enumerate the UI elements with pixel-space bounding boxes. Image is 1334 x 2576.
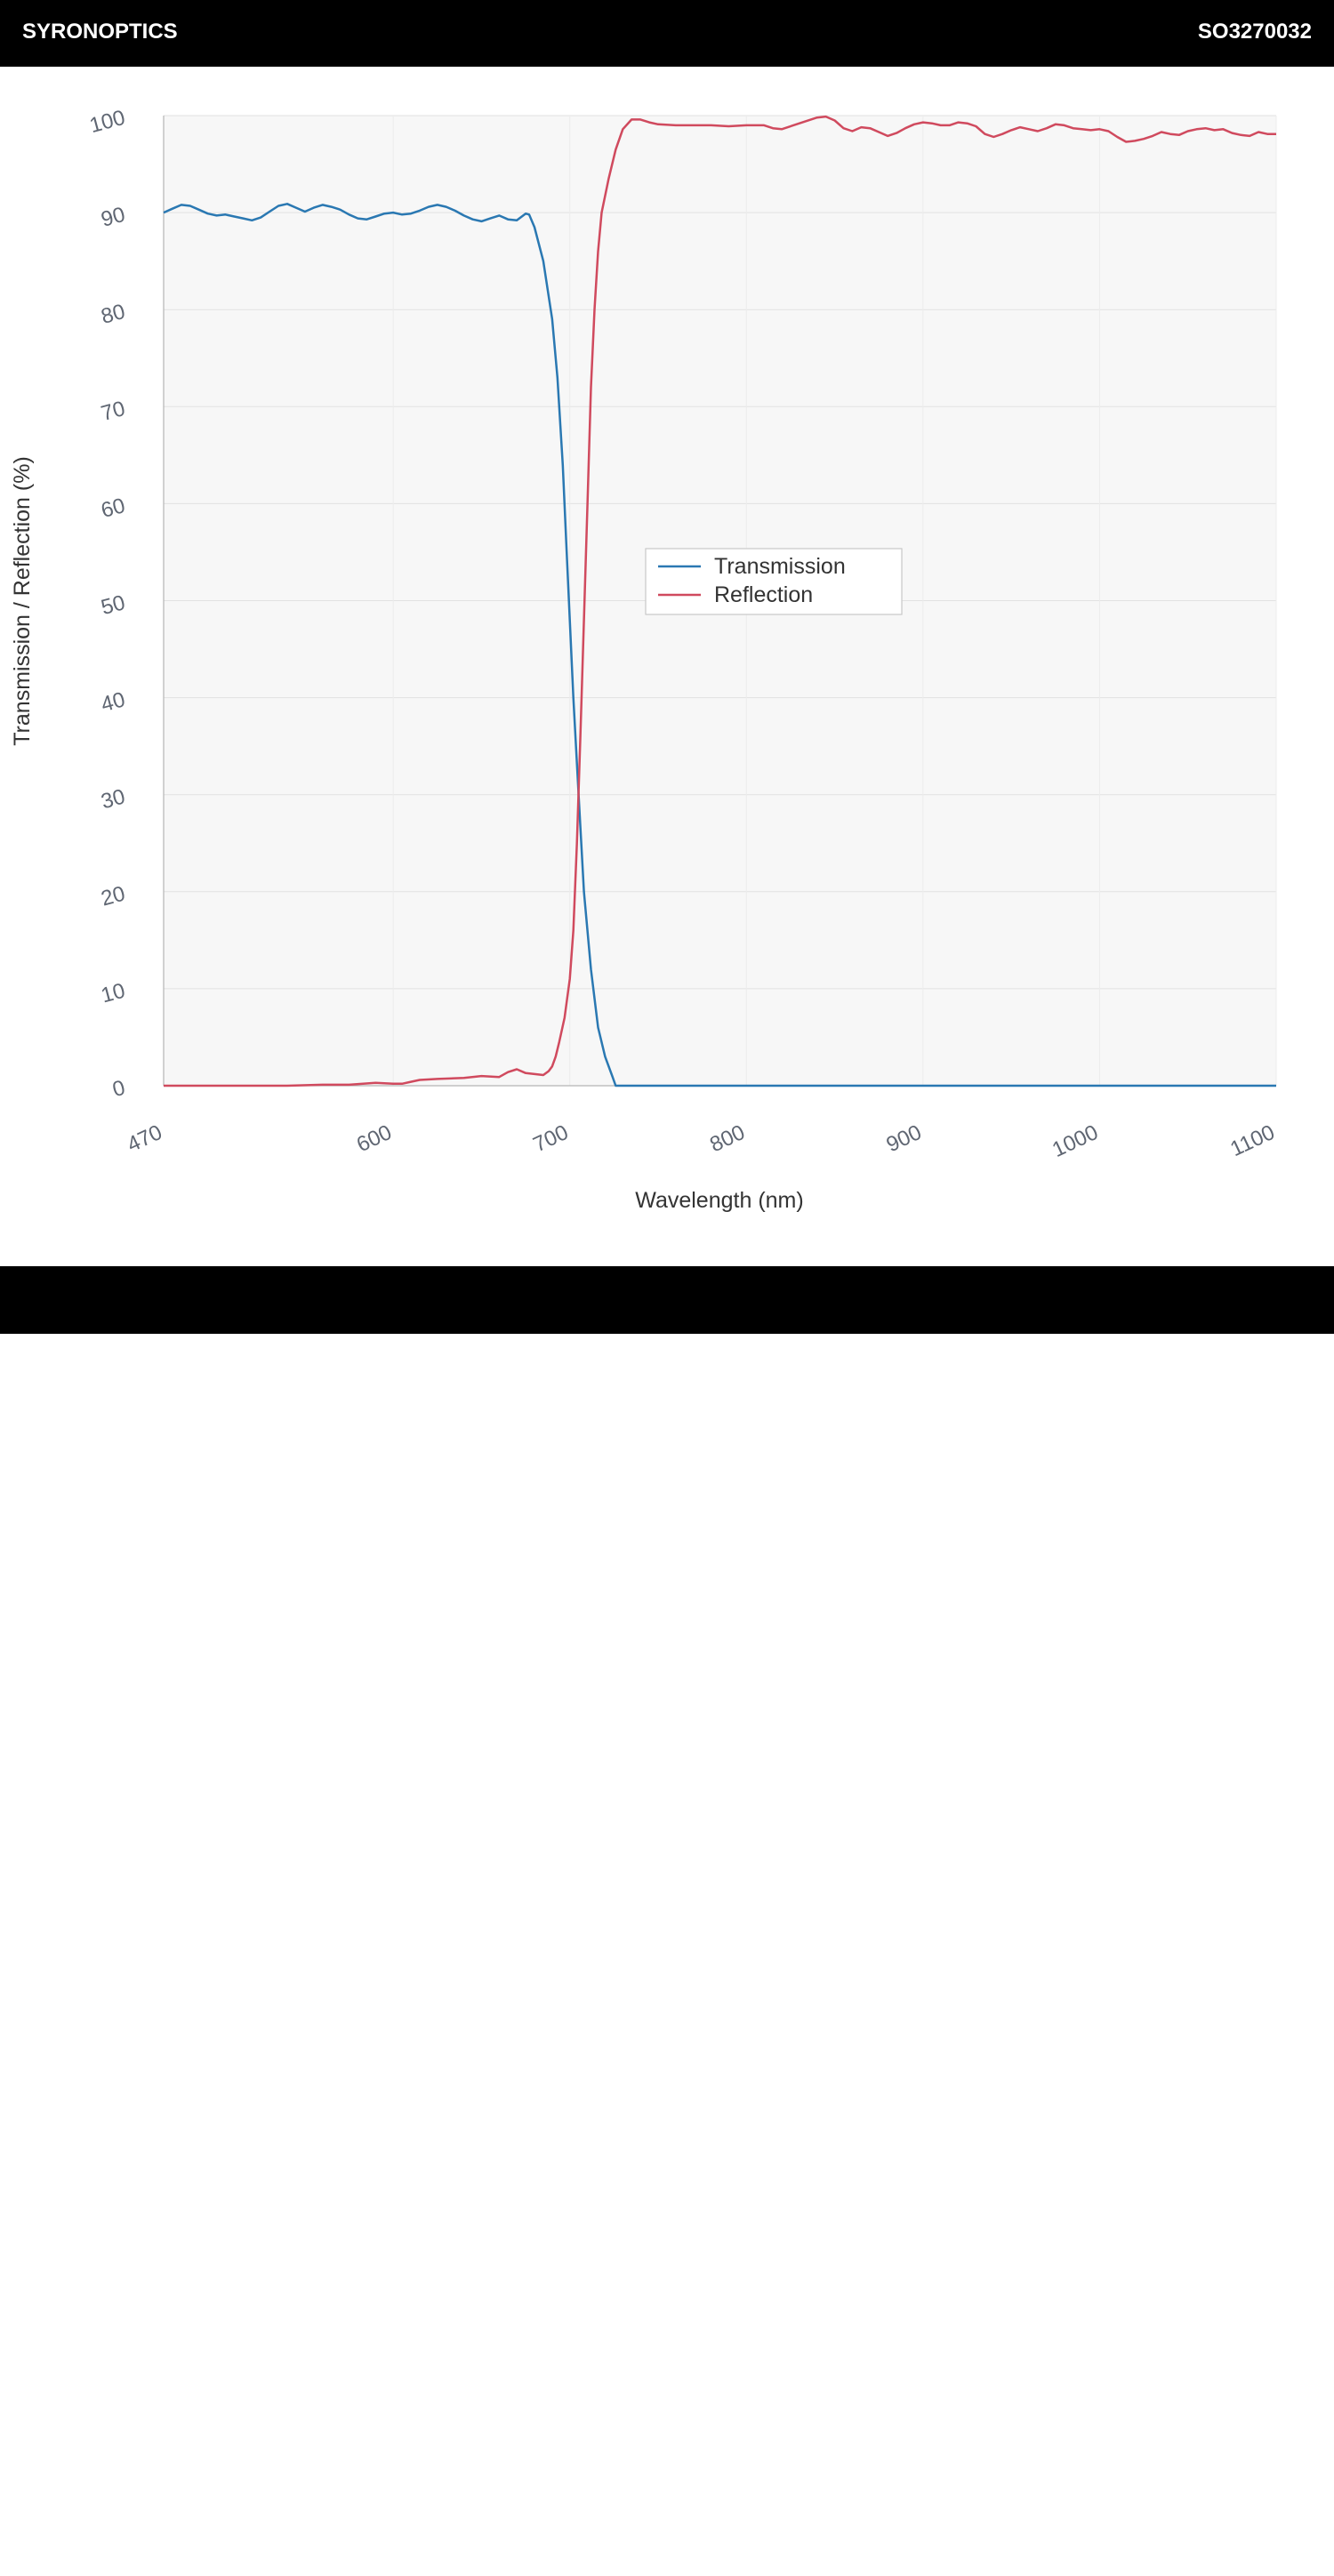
y-tick-label: 60 bbox=[99, 494, 128, 523]
y-tick-label: 70 bbox=[99, 397, 128, 426]
x-tick-label: 700 bbox=[530, 1120, 573, 1157]
y-tick-label: 20 bbox=[99, 882, 128, 911]
series-line-transmission bbox=[163, 203, 1276, 1087]
footer-bar: T>90%@470-700nm+R>99%@750-1100nm bbox=[0, 1266, 1334, 2575]
legend-label-reflection: Reflection bbox=[714, 582, 813, 607]
legend-label-transmission: Transmission bbox=[714, 554, 846, 579]
x-tick-label: 800 bbox=[706, 1120, 749, 1157]
x-tick-label: 1000 bbox=[1049, 1120, 1102, 1162]
x-axis-title: Wavelength (nm) bbox=[635, 1188, 803, 1213]
x-tick-label: 470 bbox=[124, 1120, 166, 1157]
y-axis-title: Transmission / Reflection (%) bbox=[10, 456, 35, 746]
legend-box bbox=[645, 548, 903, 615]
legend: Transmission Reflection bbox=[645, 548, 903, 615]
y-tick-label: 0 bbox=[110, 1076, 128, 1103]
header-bar: SYRONOPTICS SO3270032 bbox=[0, 0, 1334, 67]
part-number: SO3270032 bbox=[1197, 20, 1312, 44]
y-tick-label: 50 bbox=[99, 590, 128, 620]
brand-name: SYRONOPTICS bbox=[22, 20, 178, 44]
y-tick-label: 100 bbox=[87, 106, 128, 138]
x-tick-label: 600 bbox=[353, 1120, 396, 1157]
series-lines bbox=[163, 115, 1276, 1087]
x-tick-label: 1100 bbox=[1226, 1120, 1278, 1161]
y-tick-label: 40 bbox=[99, 687, 128, 717]
y-tick-label: 30 bbox=[99, 784, 128, 814]
y-tick-label: 10 bbox=[99, 979, 128, 1008]
x-tick-label: 900 bbox=[883, 1120, 926, 1157]
spectrum-chart: 0 10 20 30 40 50 60 70 80 90 100 470 600 700 800 900 100… bbox=[10, 106, 1279, 1213]
y-tick-label: 80 bbox=[99, 300, 128, 329]
y-tick-label: 90 bbox=[99, 203, 128, 232]
spec-summary: T>90%@470-700nm+R>99%@750-1100nm bbox=[22, 2552, 430, 2575]
series-line-reflection bbox=[164, 115, 1276, 1087]
